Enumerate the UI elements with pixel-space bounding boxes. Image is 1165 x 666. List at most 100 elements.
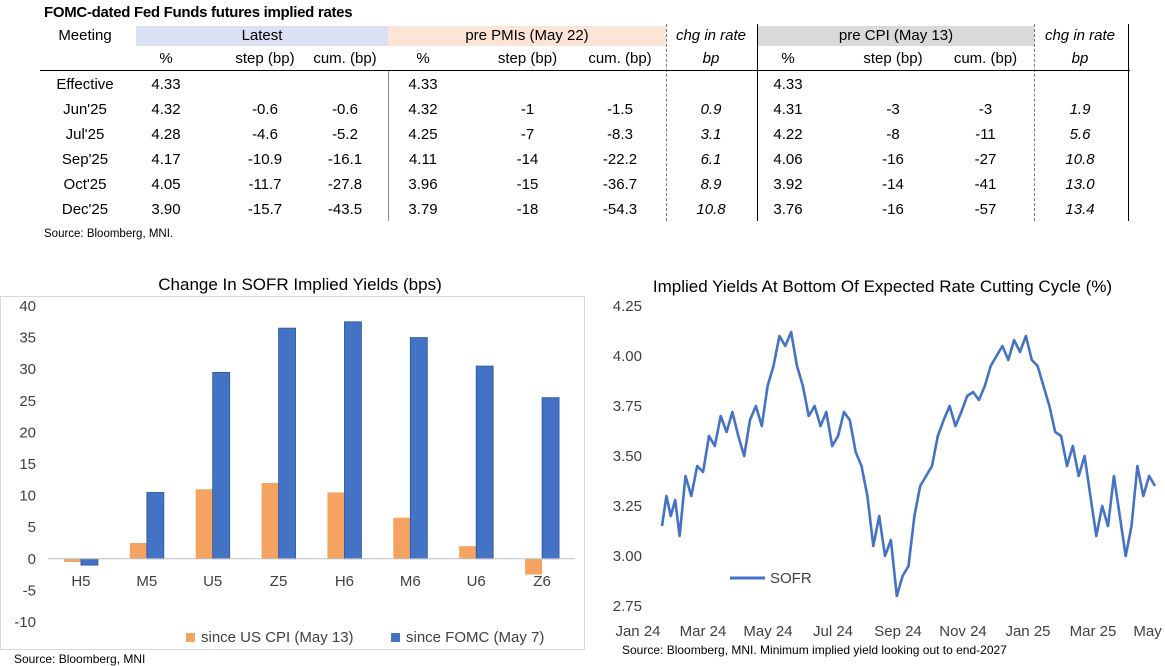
table-cell: -14 <box>516 151 539 168</box>
bar-since-fomc <box>344 321 362 560</box>
x-tick-label: M6 <box>400 573 421 590</box>
divider-chg2-right <box>1128 24 1129 221</box>
subheader-cell: cum. (bp) <box>313 50 377 67</box>
table-cell: 13.4 <box>1065 201 1095 218</box>
line-chart-title: Implied Yields At Bottom Of Expected Rat… <box>652 277 1113 296</box>
y-tick-label: 20 <box>19 424 36 441</box>
pre-pmi-header-bg <box>388 26 666 46</box>
x-tick-label: Z6 <box>533 573 551 590</box>
table-cell: 3.96 <box>408 176 438 193</box>
bar-chart-source: Source: Bloomberg, MNI <box>14 652 146 666</box>
line-chart-source: Source: Bloomberg, MNI. Minimum implied … <box>622 643 1007 657</box>
y-tick-label: 0 <box>28 551 36 568</box>
table-cell: -8.3 <box>607 126 633 143</box>
table-cell: 4.33 <box>151 76 181 93</box>
table-cell: 10.8 <box>1065 151 1095 168</box>
bar-since-fomc <box>278 327 296 560</box>
header-rule <box>40 70 1130 71</box>
table-cell: -4.6 <box>252 126 278 143</box>
meeting-label: Sep'25 <box>61 151 109 168</box>
y-tick-label: 4.00 <box>613 348 642 365</box>
y-tick-label: 10 <box>19 488 36 505</box>
table-cell: 4.33 <box>408 76 438 93</box>
x-tick-label: May 24 <box>743 623 792 640</box>
y-tick-label: 15 <box>19 456 36 473</box>
divider-chg2-left <box>1034 24 1035 221</box>
table-cell <box>666 73 756 97</box>
table-cell: -57 <box>974 201 997 218</box>
table-cell: -16 <box>882 151 904 168</box>
y-tick-label: 4.25 <box>613 298 642 315</box>
bar-since-cpi <box>195 489 213 559</box>
x-tick-label: Nov 24 <box>939 623 987 640</box>
subheader-cell: step (bp) <box>235 50 295 67</box>
table-cell: 3.90 <box>151 201 181 218</box>
bar-since-cpi <box>63 558 81 562</box>
table-cell: 4.22 <box>773 126 803 143</box>
bar-since-cpi <box>459 546 477 559</box>
table-cell: -3 <box>886 101 900 118</box>
y-tick-label: -5 <box>23 582 36 599</box>
x-tick-label: Jan 24 <box>615 623 660 640</box>
meeting-label: Effective <box>56 76 114 93</box>
table-cell: -1.5 <box>607 101 633 118</box>
chg-rate-header-2: chg in rate <box>1044 27 1116 44</box>
meeting-header: Meeting <box>58 27 112 44</box>
table-cell: 4.28 <box>151 126 181 143</box>
bar-since-fomc <box>80 558 99 566</box>
bar-chart-title: Change In SOFR Implied Yields (bps) <box>158 275 442 294</box>
legend-label-sofr: SOFR <box>770 570 812 587</box>
table-cell: 3.1 <box>700 126 722 143</box>
legend-swatch-fomc <box>391 633 400 642</box>
x-tick-label: Sep 24 <box>874 623 922 640</box>
x-tick-label: U5 <box>203 573 222 590</box>
table-cell: -16 <box>882 201 904 218</box>
bar-chart-frame <box>0 296 585 650</box>
latest-header-bg <box>136 26 388 46</box>
table-cell: 4.31 <box>773 101 803 118</box>
table-cell <box>480 73 575 97</box>
bar-since-cpi <box>393 517 411 559</box>
subheader-cell: bp <box>702 50 720 67</box>
bar-since-fomc <box>475 365 494 560</box>
table-cell: 4.25 <box>408 126 438 143</box>
table-cell <box>938 73 1033 97</box>
x-tick-label: H6 <box>335 573 354 590</box>
divider-latest-pmi <box>388 70 389 221</box>
subheader-cell: step (bp) <box>863 50 923 67</box>
table-cell: -36.7 <box>602 176 638 193</box>
table-cell: 3.79 <box>408 201 438 218</box>
y-tick-label: 5 <box>28 519 36 536</box>
y-tick-label: 3.25 <box>613 498 642 515</box>
table-cell: -43.5 <box>327 201 363 218</box>
x-tick-label: Mar 25 <box>1070 623 1117 640</box>
bar-since-fomc <box>212 371 231 560</box>
table-cell: -27 <box>974 151 997 168</box>
table-cell: -11.7 <box>248 176 282 193</box>
table-cell: -18 <box>516 201 539 218</box>
y-tick-label: 3.00 <box>613 548 642 565</box>
bar-chart: -10 -5 0 5 10 15 20 25 30 35 40 H5 M5 U5 Z5 H6 M6 U6 Z6 sin… <box>0 296 585 650</box>
y-tick-label: 35 <box>19 330 36 347</box>
x-tick-label: M5 <box>136 573 157 590</box>
table-cell: 4.11 <box>408 151 438 168</box>
y-tick-label: 2.75 <box>613 598 642 615</box>
table-cell: -16.1 <box>327 151 363 168</box>
table-cell: -0.6 <box>332 101 358 118</box>
table-cell: -0.6 <box>252 101 278 118</box>
subheader-cell: step (bp) <box>497 50 558 67</box>
y-tick-label: 30 <box>19 361 36 378</box>
divider-chg1-left <box>666 24 667 221</box>
table-cell: 4.06 <box>773 151 803 168</box>
bar-since-cpi <box>261 482 279 559</box>
table-cell: 6.1 <box>700 151 722 168</box>
table-cell <box>575 73 665 97</box>
legend-swatch-cpi <box>186 633 195 642</box>
latest-header: Latest <box>241 27 283 44</box>
table-cell: 1.9 <box>1069 101 1091 118</box>
table-cell: 13.0 <box>1065 176 1095 193</box>
legend-label-fomc: since FOMC (May 7) <box>406 629 544 646</box>
table-cell: -41 <box>974 176 997 193</box>
bar-since-cpi <box>327 492 345 559</box>
table-cell: 0.9 <box>700 101 722 118</box>
